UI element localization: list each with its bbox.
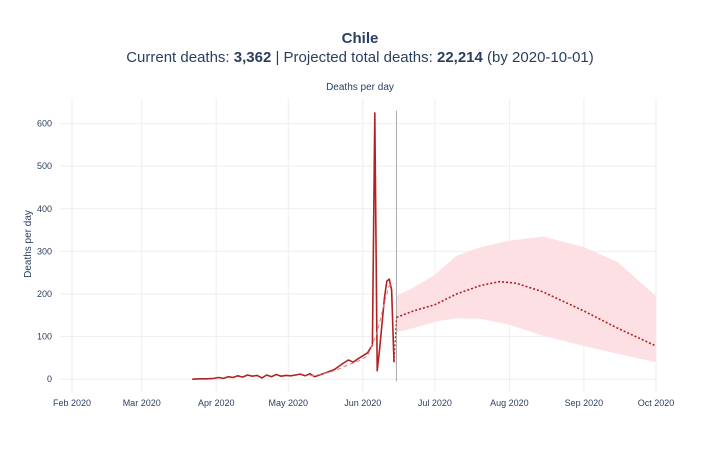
current-deaths-label: Current deaths: — [126, 49, 234, 66]
y-tick-label: 0 — [47, 374, 52, 384]
y-tick-label: 400 — [37, 204, 52, 214]
current-deaths-value: 3,362 — [233, 49, 272, 66]
x-tick-label: Jul 2020 — [418, 398, 452, 408]
projection-confidence-band — [396, 236, 656, 363]
x-tick-label: May 2020 — [269, 398, 309, 408]
projection-connector-line — [393, 317, 398, 363]
projected-deaths-label: Projected total deaths: — [283, 49, 437, 66]
chart-subtitle: Current deaths: 3,362 | Projected total … — [0, 49, 720, 66]
plot-title: Deaths per day — [326, 82, 394, 93]
projected-date: (by 2020-10-01) — [482, 49, 594, 66]
projected-deaths-line — [396, 280, 657, 347]
subtitle-separator: | — [271, 49, 284, 66]
x-tick-label: Feb 2020 — [53, 398, 91, 408]
y-tick-label: 500 — [37, 161, 52, 171]
x-axis-ticks: Feb 2020 Mar 2020 Apr 2020 May 2020 Jun 2020… — [53, 398, 674, 408]
x-tick-label: Jun 2020 — [344, 398, 381, 408]
y-tick-label: 200 — [37, 289, 52, 299]
y-tick-label: 300 — [37, 246, 52, 256]
smoothed-deaths-line — [309, 282, 395, 377]
chart-title-country: Chile — [341, 30, 379, 47]
x-tick-label: Aug 2020 — [490, 398, 529, 408]
x-tick-label: Oct 2020 — [638, 398, 675, 408]
projected-deaths-value: 22,214 — [436, 49, 483, 66]
y-axis-ticks: 0 100 200 300 400 500 600 — [37, 119, 52, 385]
observed-deaths-line — [192, 112, 395, 380]
y-tick-label: 100 — [37, 332, 52, 342]
y-tick-label: 600 — [37, 119, 52, 129]
projection-band — [396, 236, 656, 363]
series-lines — [192, 110, 657, 382]
x-tick-label: Mar 2020 — [123, 398, 161, 408]
x-tick-label: Apr 2020 — [198, 398, 235, 408]
grid-lines — [60, 98, 657, 392]
y-axis-title: Deaths per day — [23, 210, 34, 278]
x-tick-label: Sep 2020 — [565, 398, 604, 408]
